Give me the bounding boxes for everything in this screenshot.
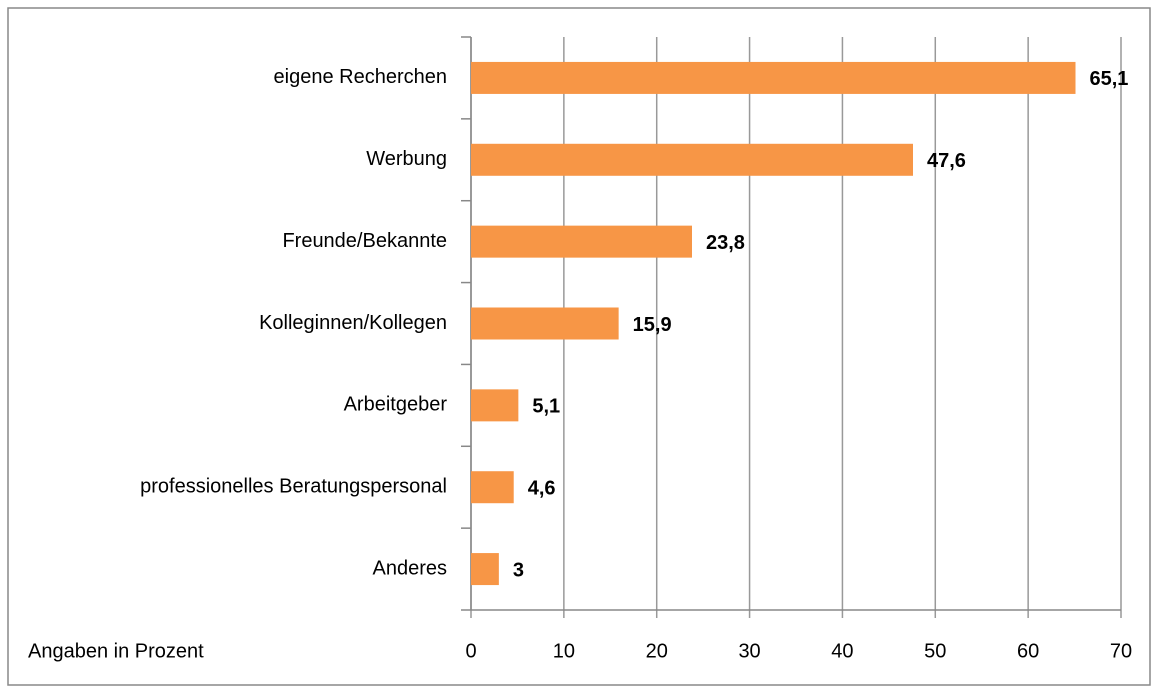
y-tick-label: professionelles Beratungspersonal (140, 475, 447, 497)
bar (471, 143, 913, 176)
bar (471, 61, 1076, 94)
bar (471, 553, 499, 586)
x-axis-label: Angaben in Prozent (28, 640, 204, 662)
x-tick-label: 60 (1017, 640, 1039, 662)
x-tick-label: 50 (924, 640, 946, 662)
value-label: 23,8 (706, 232, 745, 254)
x-tick-label: 40 (831, 640, 853, 662)
value-label: 15,9 (633, 314, 672, 336)
value-label: 4,6 (528, 477, 556, 499)
x-tick-label: 20 (646, 640, 668, 662)
y-tick-label: Kolleginnen/Kollegen (259, 312, 447, 334)
x-tick-label: 10 (553, 640, 575, 662)
y-tick-label: Freunde/Bekannte (282, 230, 447, 252)
y-tick-label: Anderes (373, 557, 448, 579)
x-tick-label: 30 (738, 640, 760, 662)
value-label: 65,1 (1090, 68, 1129, 90)
bar (471, 389, 519, 422)
chart-border (7, 7, 1151, 686)
y-tick-label: Werbung (366, 148, 447, 170)
bar (471, 307, 619, 340)
bar (471, 225, 692, 258)
value-label: 5,1 (532, 396, 560, 418)
x-tick-label: 70 (1110, 640, 1132, 662)
y-tick-label: Arbeitgeber (344, 394, 448, 416)
y-tick-label: eigene Recherchen (274, 66, 447, 88)
x-tick-label: 0 (465, 640, 476, 662)
value-label: 3 (513, 559, 524, 581)
value-label: 47,6 (927, 150, 966, 172)
bar (471, 471, 514, 504)
